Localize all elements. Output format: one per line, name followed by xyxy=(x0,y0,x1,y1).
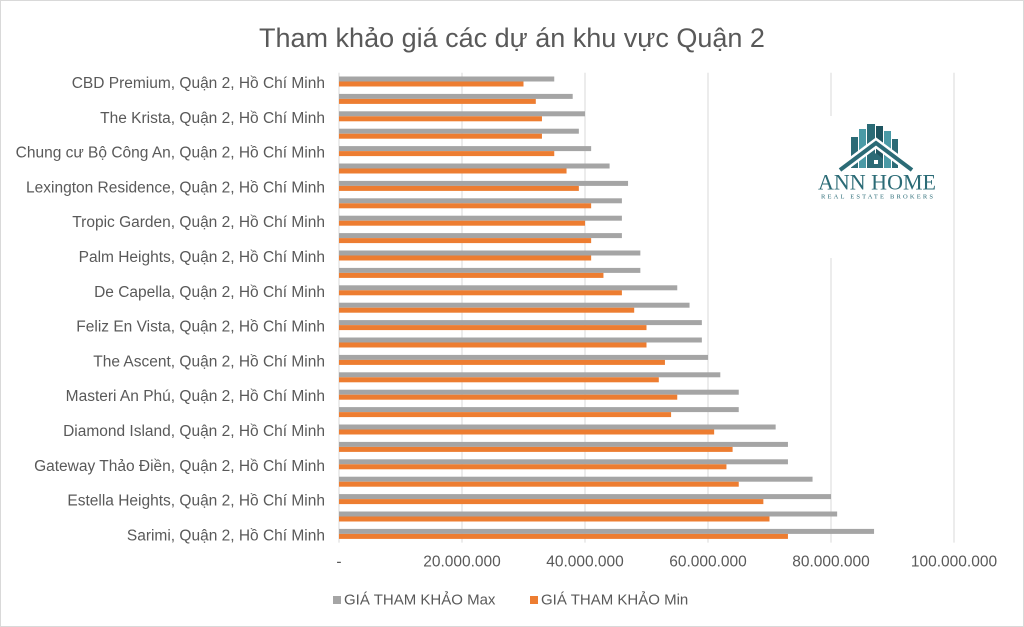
bar-min-row-24 xyxy=(339,499,764,505)
category-label-26: Sarimi, Quận 2, Hồ Chí Minh xyxy=(127,527,325,544)
category-label-22: Gateway Thảo Điền, Quận 2, Hồ Chí Minh xyxy=(34,458,325,475)
bar-min-row-23 xyxy=(339,481,739,487)
bar-min-row-5 xyxy=(339,168,567,174)
bar-max-row-17 xyxy=(339,372,721,378)
bar-min-row-7 xyxy=(339,203,592,209)
category-axis-labels: CBD Premium, Quận 2, Hồ Chí Minh The Kris… xyxy=(16,75,325,544)
logo-house-icon xyxy=(869,153,883,168)
logo-roof-icon xyxy=(838,140,914,172)
bar-min-row-12 xyxy=(339,290,622,296)
bar-max-row-5 xyxy=(339,163,610,169)
category-label-12: De Capella, Quận 2, Hồ Chí Minh xyxy=(94,284,325,301)
bar-max-row-11 xyxy=(339,267,641,273)
bar-max-row-15 xyxy=(339,337,702,343)
category-label-4: Chung cư Bộ Công An, Quận 2, Hồ Chí Minh xyxy=(16,145,325,162)
bar-min-row-2 xyxy=(339,116,542,122)
bar-min-row-13 xyxy=(339,307,635,313)
bar-max-row-12 xyxy=(339,285,678,291)
legend-label-min: GIÁ THAM KHẢO Min xyxy=(541,592,688,609)
bar-max-row-2 xyxy=(339,111,585,117)
bar-max-row-4 xyxy=(339,146,592,152)
bar-min-row-22 xyxy=(339,464,727,470)
bar-min-row-18 xyxy=(339,394,678,400)
x-tick-label-3: 60.000.000 xyxy=(669,554,747,571)
bar-min-row-9 xyxy=(339,238,592,244)
bar-min-row-8 xyxy=(339,220,585,226)
bar-min-row-14 xyxy=(339,325,647,331)
ann-home-logo: ANN HOME REAL ESTATE BROKERS xyxy=(808,116,950,258)
logo-tagline: REAL ESTATE BROKERS xyxy=(821,194,933,201)
bar-min-row-20 xyxy=(339,429,715,435)
category-label-10: Palm Heights, Quận 2, Hồ Chí Minh xyxy=(79,249,325,266)
bar-max-row-18 xyxy=(339,389,739,395)
category-label-20: Diamond Island, Quận 2, Hồ Chí Minh xyxy=(63,423,325,440)
bar-max-row-6 xyxy=(339,180,629,186)
bar-min-row-10 xyxy=(339,255,592,261)
bar-max-row-21 xyxy=(339,441,788,447)
x-tick-label-2: 40.000.000 xyxy=(546,554,624,571)
legend-label-max: GIÁ THAM KHẢO Max xyxy=(344,592,496,609)
category-label-16: The Ascent, Quận 2, Hồ Chí Minh xyxy=(93,353,325,370)
category-label-24: Estella Heights, Quận 2, Hồ Chí Minh xyxy=(67,493,325,510)
bar-max-row-9 xyxy=(339,233,622,239)
bar-max-row-3 xyxy=(339,128,579,134)
bar-min-row-25 xyxy=(339,516,770,522)
bar-min-row-17 xyxy=(339,377,659,383)
bar-max-row-20 xyxy=(339,424,776,430)
x-tick-label-5: 100.000.000 xyxy=(911,554,998,571)
bar-max-row-14 xyxy=(339,320,702,326)
category-label-6: Lexington Residence, Quận 2, Hồ Chí Minh xyxy=(26,179,325,196)
bars xyxy=(339,76,875,539)
bar-max-row-23 xyxy=(339,476,813,482)
bar-min-row-1 xyxy=(339,98,536,104)
legend: GIÁ THAM KHẢO Max GIÁ THAM KHẢO Min xyxy=(333,592,688,609)
bar-max-row-26 xyxy=(339,528,875,534)
bar-min-row-26 xyxy=(339,533,788,539)
bar-max-row-7 xyxy=(339,198,622,204)
bar-max-row-0 xyxy=(339,76,555,82)
category-label-2: The Krista, Quận 2, Hồ Chí Minh xyxy=(100,110,325,127)
bar-max-row-24 xyxy=(339,494,831,500)
bar-min-row-4 xyxy=(339,151,555,157)
bar-min-row-16 xyxy=(339,359,665,365)
bar-min-row-11 xyxy=(339,272,604,278)
logo-name: ANN HOME xyxy=(818,170,936,195)
category-label-18: Masteri An Phú, Quận 2, Hồ Chí Minh xyxy=(66,388,325,405)
bar-max-row-1 xyxy=(339,93,573,99)
x-tick-label-4: 80.000.000 xyxy=(792,554,870,571)
bar-min-row-6 xyxy=(339,185,579,191)
bar-max-row-10 xyxy=(339,250,641,256)
bar-min-row-3 xyxy=(339,133,542,139)
value-axis-labels: - 20.000.000 40.000.000 60.000.000 80.000.00… xyxy=(336,554,997,571)
category-label-8: Tropic Garden, Quận 2, Hồ Chí Minh xyxy=(72,214,325,231)
category-label-0: CBD Premium, Quận 2, Hồ Chí Minh xyxy=(72,75,325,92)
bar-min-row-21 xyxy=(339,446,733,452)
bar-max-row-16 xyxy=(339,354,708,360)
x-tick-label-1: 20.000.000 xyxy=(423,554,501,571)
bar-max-row-8 xyxy=(339,215,622,221)
bar-max-row-22 xyxy=(339,459,788,465)
chart-title: Tham khảo giá các dự án khu vực Quận 2 xyxy=(259,23,765,53)
category-label-14: Feliz En Vista, Quận 2, Hồ Chí Minh xyxy=(76,319,325,336)
x-tick-label-0: - xyxy=(336,554,341,571)
bar-min-row-0 xyxy=(339,81,524,87)
bar-max-row-13 xyxy=(339,302,690,308)
bar-max-row-19 xyxy=(339,407,739,413)
legend-swatch-max xyxy=(333,596,341,604)
bar-max-row-25 xyxy=(339,511,838,517)
bar-min-row-19 xyxy=(339,412,672,418)
legend-swatch-min xyxy=(530,596,538,604)
bar-min-row-15 xyxy=(339,342,647,348)
